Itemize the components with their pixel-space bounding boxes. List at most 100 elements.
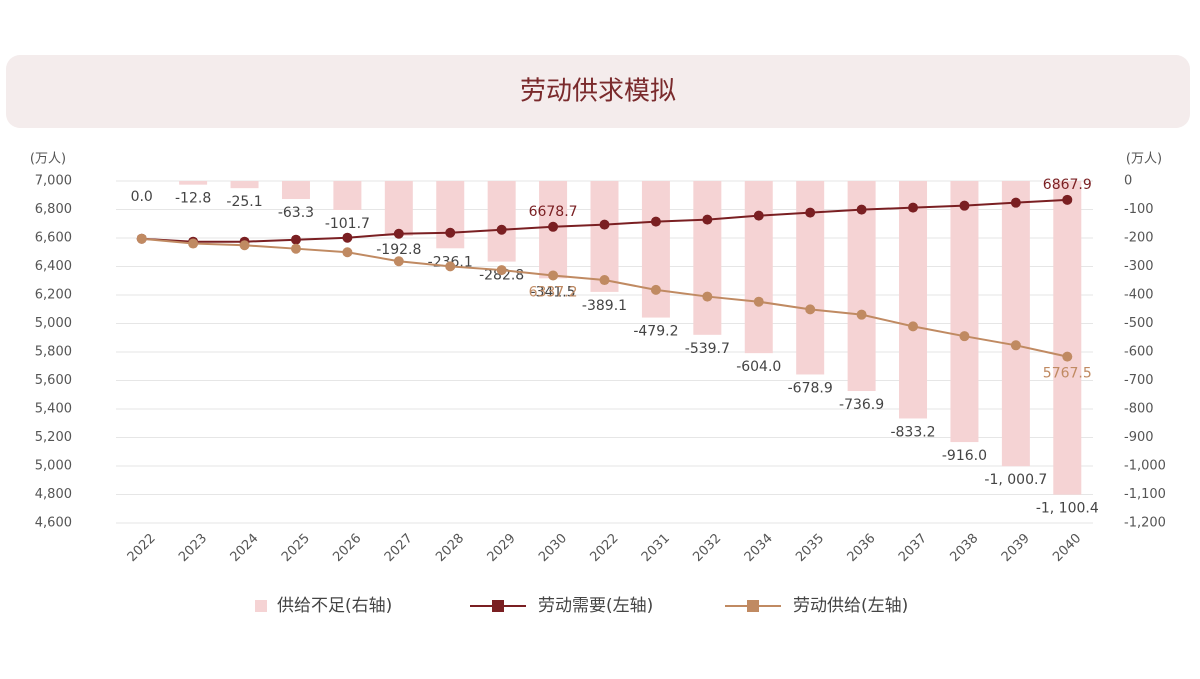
line-point	[753, 296, 764, 307]
y-tick-label: -200	[1124, 231, 1154, 246]
legend-label: 供给不足(右轴)	[277, 596, 392, 616]
x-tick-label: 2031	[639, 531, 673, 565]
x-tick-label: 2039	[999, 531, 1033, 565]
y-tick-label: 6,600	[35, 231, 72, 246]
y-tick-label: 5,000	[35, 316, 72, 331]
line-point	[599, 219, 610, 230]
bar	[950, 181, 979, 443]
line-point	[908, 202, 919, 213]
y-tick-label: 5,200	[35, 430, 72, 445]
x-tick-label: 2024	[228, 531, 262, 565]
bar-value-label: -341.5	[531, 284, 576, 300]
bar-value-label: -25.1	[226, 194, 262, 210]
line-point	[393, 256, 404, 267]
line-point	[1062, 351, 1073, 362]
line-point	[393, 228, 404, 239]
line-point	[702, 214, 713, 225]
bar-value-label: -1, 100.4	[1036, 501, 1099, 517]
bar	[590, 181, 619, 292]
bar-value-label: -1, 000.7	[984, 472, 1047, 488]
y-tick-label: 6,400	[35, 259, 72, 274]
y-unit: (万人)	[30, 152, 66, 167]
line-point	[908, 321, 919, 332]
x-tick-label: 2023	[176, 531, 210, 565]
x-tick-label: 2025	[279, 531, 313, 565]
line-point	[599, 275, 610, 286]
line-point	[1010, 340, 1021, 351]
line-point	[856, 309, 867, 320]
bar-value-label: -479.2	[633, 324, 678, 340]
bar-value-label: -101.7	[325, 216, 370, 232]
bar	[744, 181, 773, 354]
line-point	[650, 284, 661, 295]
bar-value-label: -833.2	[890, 424, 935, 440]
legend-label: 劳动需要(左轴)	[538, 596, 653, 616]
x-tick-label: 2026	[330, 531, 364, 565]
bar	[847, 181, 876, 392]
y-tick-label: -1,100	[1124, 487, 1166, 502]
y-tick-label: -900	[1124, 430, 1154, 445]
y-tick-label: -800	[1124, 402, 1154, 417]
line-point	[445, 227, 456, 238]
bar-value-label: -389.1	[582, 298, 627, 314]
y-tick-label: -300	[1124, 259, 1154, 274]
bar	[693, 181, 722, 335]
line-value-label: 6678.7	[529, 204, 578, 220]
y-tick-label: -1,000	[1124, 459, 1166, 474]
bar	[333, 181, 362, 210]
bar	[641, 181, 670, 318]
y-tick-label: 4,600	[35, 516, 72, 531]
line-point	[959, 331, 970, 342]
x-tick-label: 2040	[1050, 531, 1084, 565]
line-point	[239, 240, 250, 251]
line-point	[650, 216, 661, 227]
line-point	[496, 265, 507, 276]
x-tick-label: 2028	[433, 531, 467, 565]
x-tick-label: 2038	[947, 531, 981, 565]
line-point	[445, 261, 456, 272]
x-tick-label: 2036	[845, 531, 879, 565]
y-tick-label: 5,800	[35, 345, 72, 360]
legend-swatch	[255, 600, 267, 612]
line-point	[548, 221, 559, 232]
line-value-label: 6867.9	[1043, 177, 1092, 193]
x-tick-label: 2030	[536, 531, 570, 565]
x-tick-label: 2035	[793, 531, 827, 565]
y-tick-label: 6,800	[35, 202, 72, 217]
line-point	[496, 224, 507, 235]
x-tick-label: 2022	[125, 531, 159, 565]
bar-value-label: -736.9	[839, 397, 884, 413]
bar	[487, 181, 516, 262]
bar	[1001, 181, 1030, 467]
bar	[899, 181, 928, 419]
bar-value-label: -539.7	[685, 341, 730, 357]
bar	[281, 181, 310, 200]
line-point	[805, 304, 816, 315]
bar	[436, 181, 465, 249]
x-tick-label: 2027	[382, 531, 416, 565]
bar	[384, 181, 413, 236]
y-tick-label: 6,200	[35, 288, 72, 303]
line-value-label: 5767.5	[1043, 366, 1092, 382]
bar	[230, 181, 259, 189]
line-point	[1010, 197, 1021, 208]
bar	[1053, 181, 1082, 495]
line-point	[342, 232, 353, 243]
y-tick-label: 0	[1124, 174, 1132, 189]
y-tick-label: 5,400	[35, 402, 72, 417]
x-tick-label: 2037	[896, 531, 930, 565]
y-tick-label: 5,600	[35, 373, 72, 388]
x-tick-label: 2022	[587, 531, 621, 565]
title-box	[6, 55, 1190, 128]
line-point	[1062, 194, 1073, 205]
y-tick-label: -700	[1124, 373, 1154, 388]
y-tick-label: 5,000	[35, 459, 72, 474]
y-tick-label: -500	[1124, 316, 1154, 331]
line-point	[290, 234, 301, 245]
legend-label: 劳动供给(左轴)	[793, 596, 908, 616]
bar-value-label: -12.8	[175, 191, 211, 207]
line-point	[548, 270, 559, 281]
line-point	[290, 243, 301, 254]
bar-value-label: -678.9	[788, 380, 833, 396]
